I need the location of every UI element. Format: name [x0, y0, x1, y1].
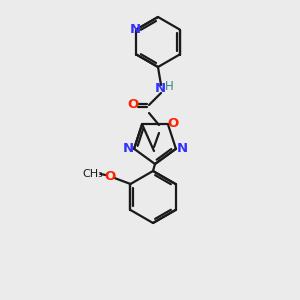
- Text: O: O: [128, 98, 139, 112]
- Text: O: O: [105, 169, 116, 182]
- Text: N: N: [176, 142, 188, 155]
- Text: N: N: [154, 82, 166, 95]
- Text: N: N: [122, 142, 134, 155]
- Text: O: O: [167, 117, 178, 130]
- Text: N: N: [130, 23, 141, 36]
- Text: H: H: [165, 80, 173, 94]
- Text: CH₃: CH₃: [82, 169, 103, 179]
